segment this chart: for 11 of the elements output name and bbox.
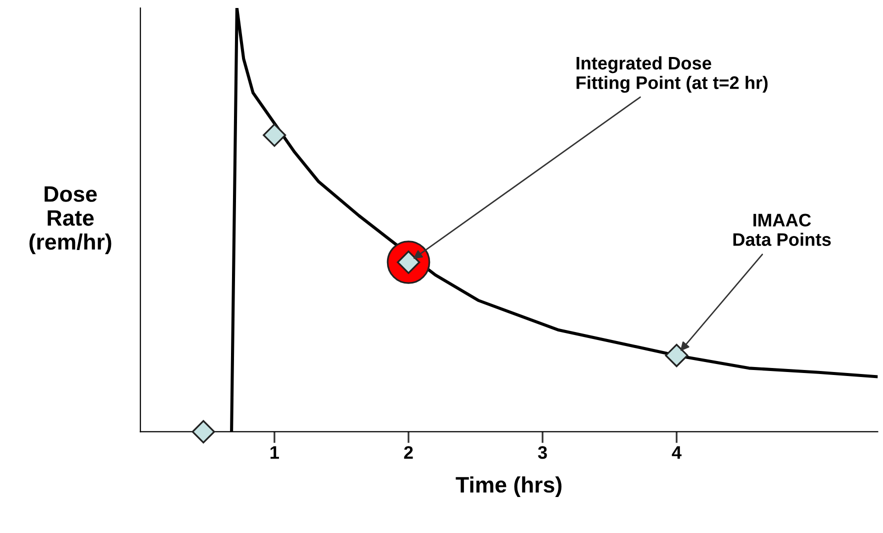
annotation: Integrated Dose Fitting Point (at t=2 hr) (576, 56, 768, 93)
annotation: IMAAC Data Points (733, 214, 831, 246)
x-tick-label: 4 (672, 446, 682, 459)
point (262, 123, 286, 147)
x-tick-label: 3 (538, 446, 547, 459)
x-axis-title: Time (hrs) (456, 476, 562, 498)
y-axis-title: Dose Rate (rem/hr) (29, 186, 112, 254)
point (192, 420, 216, 444)
point (664, 344, 688, 368)
x-tick-label: 1 (270, 446, 279, 459)
x-tick-label: 2 (404, 446, 413, 459)
